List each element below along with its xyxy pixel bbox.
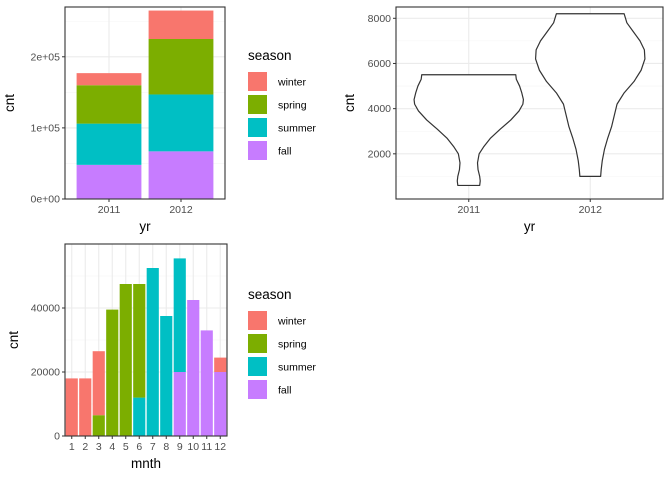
bar-fall-2011 xyxy=(76,164,142,199)
chart-0: 0e+00 1e+05 2e+05 2011 2012 yr cnt xyxy=(2,6,226,234)
y-tick-label: 8000 xyxy=(368,13,392,25)
y-tick-label: 0e+00 xyxy=(31,194,61,206)
bar-winter-12 xyxy=(214,357,227,372)
x-tick-label: 8 xyxy=(163,441,169,453)
violin-2011 xyxy=(413,74,525,187)
y-tick-label: 1e+05 xyxy=(31,122,61,134)
bar-fall-12 xyxy=(214,372,227,436)
legend-0: season winter spring summer fall xyxy=(248,48,316,160)
legend-title: season xyxy=(248,48,292,63)
bar-fall-11 xyxy=(200,330,213,436)
legend-key-summer xyxy=(248,357,267,376)
panel-border-1 xyxy=(395,6,664,200)
y-tick-label: 0 xyxy=(54,431,60,443)
bar-spring-5 xyxy=(119,284,132,436)
bar-spring-6 xyxy=(133,284,146,398)
legend-label-summer: summer xyxy=(278,362,316,374)
x-axis-title: mnth xyxy=(131,456,161,471)
y-tick-label: 6000 xyxy=(368,58,392,70)
x-tick-label: 2011 xyxy=(457,204,480,216)
bar-summer-2011 xyxy=(76,123,142,165)
bar-summer-6 xyxy=(133,397,146,436)
y-axis-title: cnt xyxy=(2,94,17,112)
bar-spring-2011 xyxy=(76,85,142,124)
x-tick-label: 11 xyxy=(201,441,212,453)
x-tick-label: 2 xyxy=(82,441,88,453)
x-tick-label: 3 xyxy=(96,441,102,453)
bar-winter-2 xyxy=(79,378,92,436)
legend-label-winter: winter xyxy=(277,77,307,89)
x-tick-label: 10 xyxy=(187,441,199,453)
y-tick-label: 20000 xyxy=(31,367,60,379)
legend-key-winter xyxy=(248,311,267,330)
legend-title: season xyxy=(248,287,292,302)
bar-summer-8 xyxy=(160,316,173,436)
legend-2: season winter spring summer fall xyxy=(248,287,316,399)
legend-label-spring: spring xyxy=(278,100,307,112)
y-axis-title: cnt xyxy=(342,94,357,112)
x-tick-label: 2012 xyxy=(579,204,603,216)
legend-label-winter: winter xyxy=(277,316,307,328)
violin-2012 xyxy=(534,13,646,178)
x-axis-title: yr xyxy=(139,219,151,234)
x-tick-label: 7 xyxy=(150,441,156,453)
y-tick-label: 4000 xyxy=(368,103,392,115)
bar-summer-9 xyxy=(173,258,186,372)
x-tick-label: 9 xyxy=(177,441,183,453)
bar-fall-2012 xyxy=(148,151,214,199)
bar-summer-2012 xyxy=(148,94,214,152)
bar-summer-7 xyxy=(146,268,159,436)
x-tick-label: 4 xyxy=(109,441,115,453)
x-tick-label: 12 xyxy=(214,441,226,453)
x-tick-label: 2012 xyxy=(169,204,193,216)
bar-spring-2012 xyxy=(148,39,214,95)
x-tick-label: 2011 xyxy=(98,204,121,216)
x-tick-label: 5 xyxy=(123,441,129,453)
x-tick-label: 6 xyxy=(136,441,142,453)
legend-key-winter xyxy=(248,72,267,91)
bar-fall-10 xyxy=(187,300,200,436)
legend-key-spring xyxy=(248,334,267,353)
bar-spring-3 xyxy=(92,415,105,436)
y-tick-label: 2000 xyxy=(368,148,392,160)
y-axis-title: cnt xyxy=(6,331,21,349)
legend-key-summer xyxy=(248,118,267,137)
legend-key-fall xyxy=(248,380,267,399)
x-tick-label: 1 xyxy=(69,441,75,453)
bar-spring-4 xyxy=(106,309,119,436)
y-tick-label: 2e+05 xyxy=(31,51,61,63)
bar-winter-1 xyxy=(65,378,78,436)
legend-label-spring: spring xyxy=(278,339,307,351)
bar-winter-2011 xyxy=(76,73,142,86)
bar-fall-9 xyxy=(173,372,186,436)
legend-label-fall: fall xyxy=(278,146,291,158)
legend-key-spring xyxy=(248,95,267,114)
bar-winter-2012 xyxy=(148,10,214,39)
legend-label-fall: fall xyxy=(278,385,291,397)
y-tick-label: 40000 xyxy=(31,303,60,315)
panel-border-2 xyxy=(64,243,228,437)
legend-key-fall xyxy=(248,141,267,160)
x-axis-title: yr xyxy=(524,219,536,234)
legend-label-summer: summer xyxy=(278,123,316,135)
panel-border-0 xyxy=(64,6,226,200)
chart-1: 2000 4000 6000 8000 2011 2012 yr cnt xyxy=(342,6,664,234)
bar-winter-3 xyxy=(92,351,105,416)
